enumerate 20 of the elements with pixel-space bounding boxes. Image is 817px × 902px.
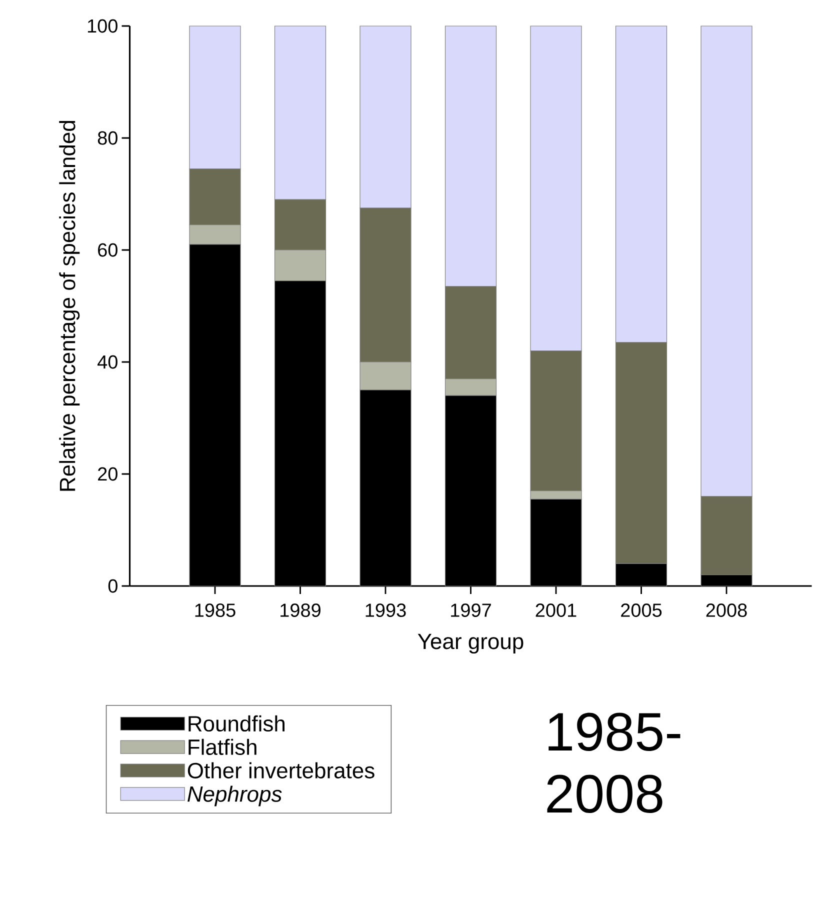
y-tick-label: 0 <box>108 579 118 593</box>
y-tick-label: 40 <box>98 355 118 369</box>
x-axis-title: Year group <box>418 634 524 654</box>
legend-label: Nephrops <box>188 786 282 806</box>
y-tick-label: 80 <box>98 131 118 145</box>
y-tick-label: 20 <box>98 467 118 481</box>
y-tick-label: 60 <box>98 243 118 257</box>
x-tick-label: 1989 <box>280 604 320 617</box>
legend-label: Other invertebrates <box>188 762 374 778</box>
x-tick-label: 2008 <box>706 604 747 617</box>
x-tick-label: 1985 <box>195 604 236 617</box>
text: 1985-2008 <box>547 712 680 813</box>
x-tick-label: 1993 <box>366 604 406 617</box>
x-tick-label: 2001 <box>536 604 576 617</box>
legend-label: Roundfish <box>188 715 284 732</box>
legend-label: Flatfish <box>188 738 256 755</box>
x-tick-label: 1997 <box>451 604 491 617</box>
x-tick-label: 2005 <box>621 604 662 617</box>
y-axis-title: Relative percentage of species landed <box>59 120 80 491</box>
y-tick-label: 100 <box>88 19 118 33</box>
